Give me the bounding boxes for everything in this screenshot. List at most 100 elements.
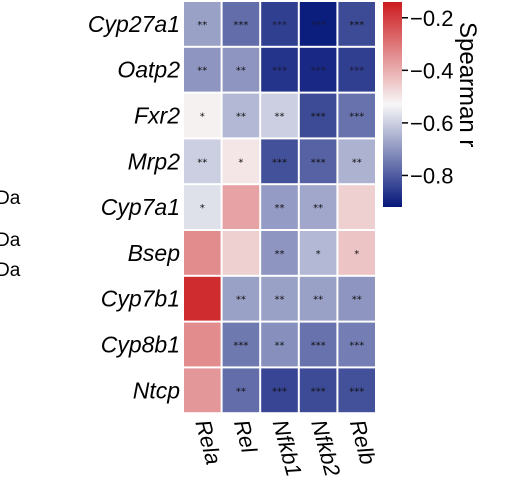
significance-mark: *** (349, 386, 364, 397)
heatmap-cell-fxr2-nfkb2 (299, 93, 337, 138)
significance-mark: *** (311, 112, 326, 123)
row-label-cyp27a1: Cyp27a1 (88, 11, 180, 37)
significance-mark: ** (236, 295, 246, 306)
significance-mark: *** (311, 386, 326, 397)
heatmap-cell-oatp2-relb (338, 47, 375, 92)
significance-mark: ** (352, 157, 362, 168)
significance-mark: * (354, 249, 359, 260)
heatmap-cell-cyp8b1-nfkb2 (299, 322, 337, 367)
heatmap-cell-oatp2-rel (222, 47, 260, 92)
row-label-mrp2: Mrp2 (128, 148, 181, 174)
significance-mark: ** (236, 66, 246, 77)
heatmap-cell-ntcp-rel (222, 368, 260, 413)
heatmap-cell-cyp27a1-nfkb1 (261, 2, 298, 46)
significance-mark: ** (197, 157, 207, 168)
significance-mark: *** (311, 66, 326, 77)
column-label-rel: Rel (229, 417, 262, 456)
heatmap-cell-mrp2-relb (338, 139, 375, 184)
heatmap-cell-cyp8b1-nfkb1 (261, 322, 298, 367)
heatmap-cell-bsep-nfkb2 (299, 231, 337, 275)
significance-mark: * (200, 203, 205, 214)
heatmap-cell-cyp7a1-rela (184, 185, 221, 229)
heatmap-cell-bsep-rela (184, 231, 221, 275)
heatmap-cell-mrp2-rel (222, 139, 260, 184)
row-label-oatp2: Oatp2 (117, 57, 180, 83)
heatmap-cell-cyp27a1-nfkb2 (299, 2, 337, 46)
heatmap-cell-fxr2-rela (184, 93, 221, 138)
heatmap-cell-oatp2-rela (184, 47, 221, 92)
heatmap-cell-ntcp-relb (338, 368, 375, 413)
heatmap-cell-ntcp-nfkb2 (299, 368, 337, 413)
significance-mark: *** (349, 112, 364, 123)
significance-mark: ** (275, 112, 285, 123)
significance-mark: ** (275, 203, 285, 214)
heatmap-cell-cyp7a1-nfkb1 (261, 185, 298, 229)
heatmap-cell-cyp27a1-relb (338, 2, 375, 46)
significance-mark: ** (275, 295, 285, 306)
significance-mark: *** (349, 66, 364, 77)
significance-mark: * (316, 249, 321, 260)
significance-mark: *** (233, 20, 248, 31)
row-label-bsep: Bsep (128, 240, 181, 266)
significance-mark: ** (313, 203, 323, 214)
heatmap-cell-cyp8b1-rela (184, 322, 221, 367)
colorbar-ticks: −0.2 −0.4 −0.6 −0.8 (402, 6, 453, 188)
heatmap-cell-fxr2-relb (338, 93, 375, 138)
heatmap-cell-bsep-rel (222, 231, 260, 275)
heatmap-cell-fxr2-nfkb1 (261, 93, 298, 138)
colorbar-tick-label: −0.2 (410, 6, 453, 31)
row-label-fxr2: Fxr2 (134, 103, 180, 129)
heatmap-cell-cyp7b1-nfkb1 (261, 276, 298, 321)
significance-mark: ** (275, 341, 285, 352)
heatmap-cell-cyp7b1-rela (184, 276, 221, 321)
heatmap-cell-cyp8b1-relb (338, 322, 375, 367)
row-label-cyp7b1: Cyp7b1 (101, 286, 180, 312)
heatmap-cell-mrp2-nfkb1 (261, 139, 298, 184)
column-label-nfkb1: Nfkb1 (268, 417, 307, 479)
heatmap-cell-cyp27a1-rel (222, 2, 260, 46)
column-label-relb: Relb (345, 417, 381, 467)
colorbar-tick-label: −0.6 (410, 111, 453, 136)
significance-mark: *** (349, 20, 364, 31)
heatmap-cell-cyp27a1-rela (184, 2, 221, 46)
significance-mark: *** (272, 157, 287, 168)
significance-mark: *** (272, 386, 287, 397)
heatmap-cell-cyp8b1-rel (222, 322, 260, 367)
significance-mark: *** (272, 20, 287, 31)
heatmap-cell-oatp2-nfkb1 (261, 47, 298, 92)
heatmap-cell-bsep-nfkb1 (261, 231, 298, 275)
heatmap-cell-mrp2-nfkb2 (299, 139, 337, 184)
heatmap-cell-cyp7a1-nfkb2 (299, 185, 337, 229)
edge-fragment-2: Da (0, 230, 21, 251)
left-edge-text-fragments: Da Da Da (0, 188, 21, 281)
significance-mark: ** (197, 20, 207, 31)
edge-fragment-3: Da (0, 260, 21, 281)
heatmap-cell-ntcp-rela (184, 368, 221, 413)
colorbar-gradient (383, 2, 402, 207)
heatmap-cell-cyp7b1-relb (338, 276, 375, 321)
colorbar: −0.2 −0.4 −0.6 −0.8 Spearman r (383, 2, 481, 207)
heatmap-cell-fxr2-rel (222, 93, 260, 138)
significance-mark: *** (349, 341, 364, 352)
colorbar-tick-label: −0.8 (410, 163, 453, 188)
edge-fragment-1: Da (0, 188, 21, 209)
heatmap-cell-ntcp-nfkb1 (261, 368, 298, 413)
significance-mark: *** (311, 341, 326, 352)
heatmap-cell-cyp7b1-nfkb2 (299, 276, 337, 321)
significance-mark: ** (275, 249, 285, 260)
significance-mark: * (200, 112, 205, 123)
significance-mark: ** (313, 295, 323, 306)
heatmap-cell-cyp7a1-rel (222, 185, 260, 229)
heatmap-cell-cyp7b1-rel (222, 276, 260, 321)
row-labels: Cyp27a1 Oatp2 Fxr2 Mrp2 Cyp7a1 Bsep Cyp7b1 Cyp8… (88, 11, 180, 403)
row-label-cyp7a1: Cyp7a1 (101, 194, 180, 220)
heatmap-cell-mrp2-rela (184, 139, 221, 184)
column-label-nfkb2: Nfkb2 (306, 417, 345, 479)
column-labels: Rela Rel Nfkb1 Nfkb2 Relb (190, 417, 380, 479)
row-label-cyp8b1: Cyp8b1 (101, 332, 180, 358)
colorbar-title: Spearman r (454, 22, 481, 147)
heatmap-cell-bsep-relb (338, 231, 375, 275)
significance-mark: *** (311, 20, 326, 31)
colorbar-tick-label: −0.4 (410, 58, 453, 83)
significance-mark: *** (233, 341, 248, 352)
